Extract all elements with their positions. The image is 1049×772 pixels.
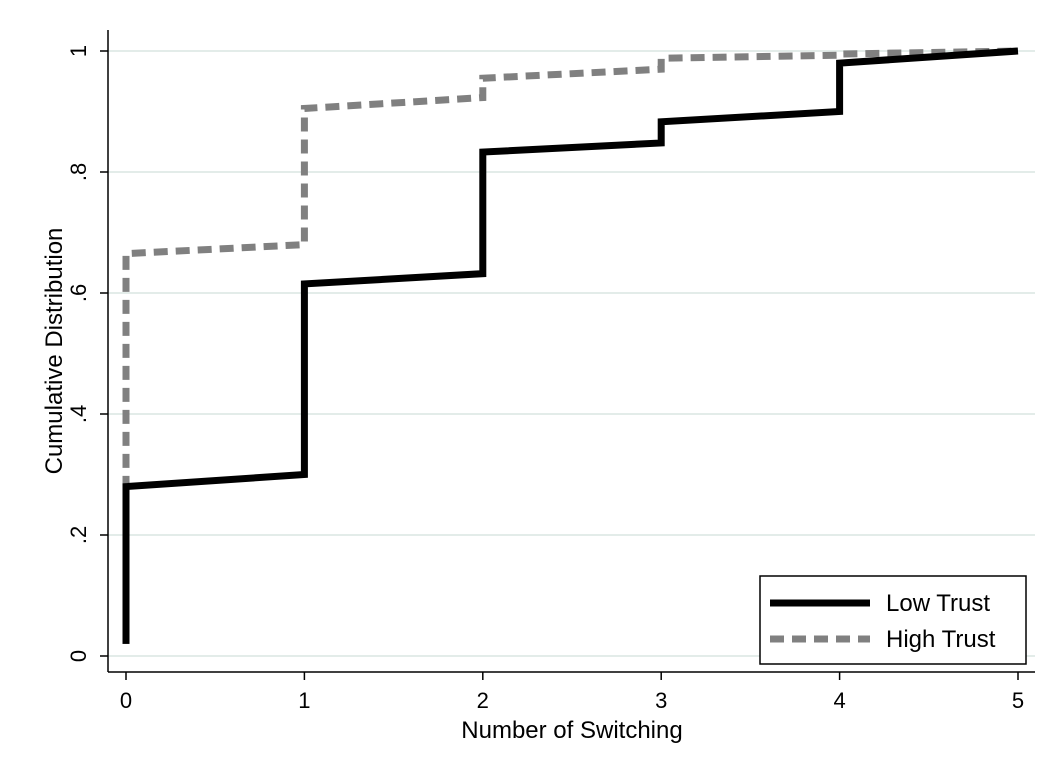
y-tick-label-4: .8 bbox=[66, 163, 91, 181]
x-tick-label-3: 3 bbox=[655, 688, 667, 713]
x-tick-label-2: 2 bbox=[477, 688, 489, 713]
x-axis-title: Number of Switching bbox=[461, 717, 682, 744]
y-tick-label-1: .2 bbox=[66, 526, 91, 544]
x-ticks: 0 1 2 3 4 5 bbox=[120, 672, 1024, 713]
y-tick-label-2: .4 bbox=[66, 405, 91, 423]
x-tick-label-1: 1 bbox=[298, 688, 310, 713]
legend-label-high-trust: High Trust bbox=[886, 626, 996, 653]
legend-label-low-trust: Low Trust bbox=[886, 590, 990, 617]
y-tick-label-3: .6 bbox=[66, 284, 91, 302]
x-tick-label-5: 5 bbox=[1012, 688, 1024, 713]
x-tick-label-4: 4 bbox=[833, 688, 845, 713]
legend-box bbox=[759, 575, 1027, 665]
gridlines bbox=[108, 50, 1035, 657]
series-lines bbox=[122, 47, 1019, 644]
y-axis-title: Cumulative Distribution bbox=[41, 228, 68, 475]
series-line-low-trust bbox=[122, 47, 1019, 644]
y-tick-label-0: 0 bbox=[66, 650, 91, 662]
series-line-high-trust bbox=[122, 47, 1019, 644]
y-tick-label-5: 1 bbox=[66, 45, 91, 57]
legend: Low Trust High Trust bbox=[759, 575, 1027, 665]
axes bbox=[107, 30, 1035, 673]
x-tick-label-0: 0 bbox=[120, 688, 132, 713]
y-ticks: 0 .2 .4 .6 .8 1 bbox=[66, 45, 108, 662]
